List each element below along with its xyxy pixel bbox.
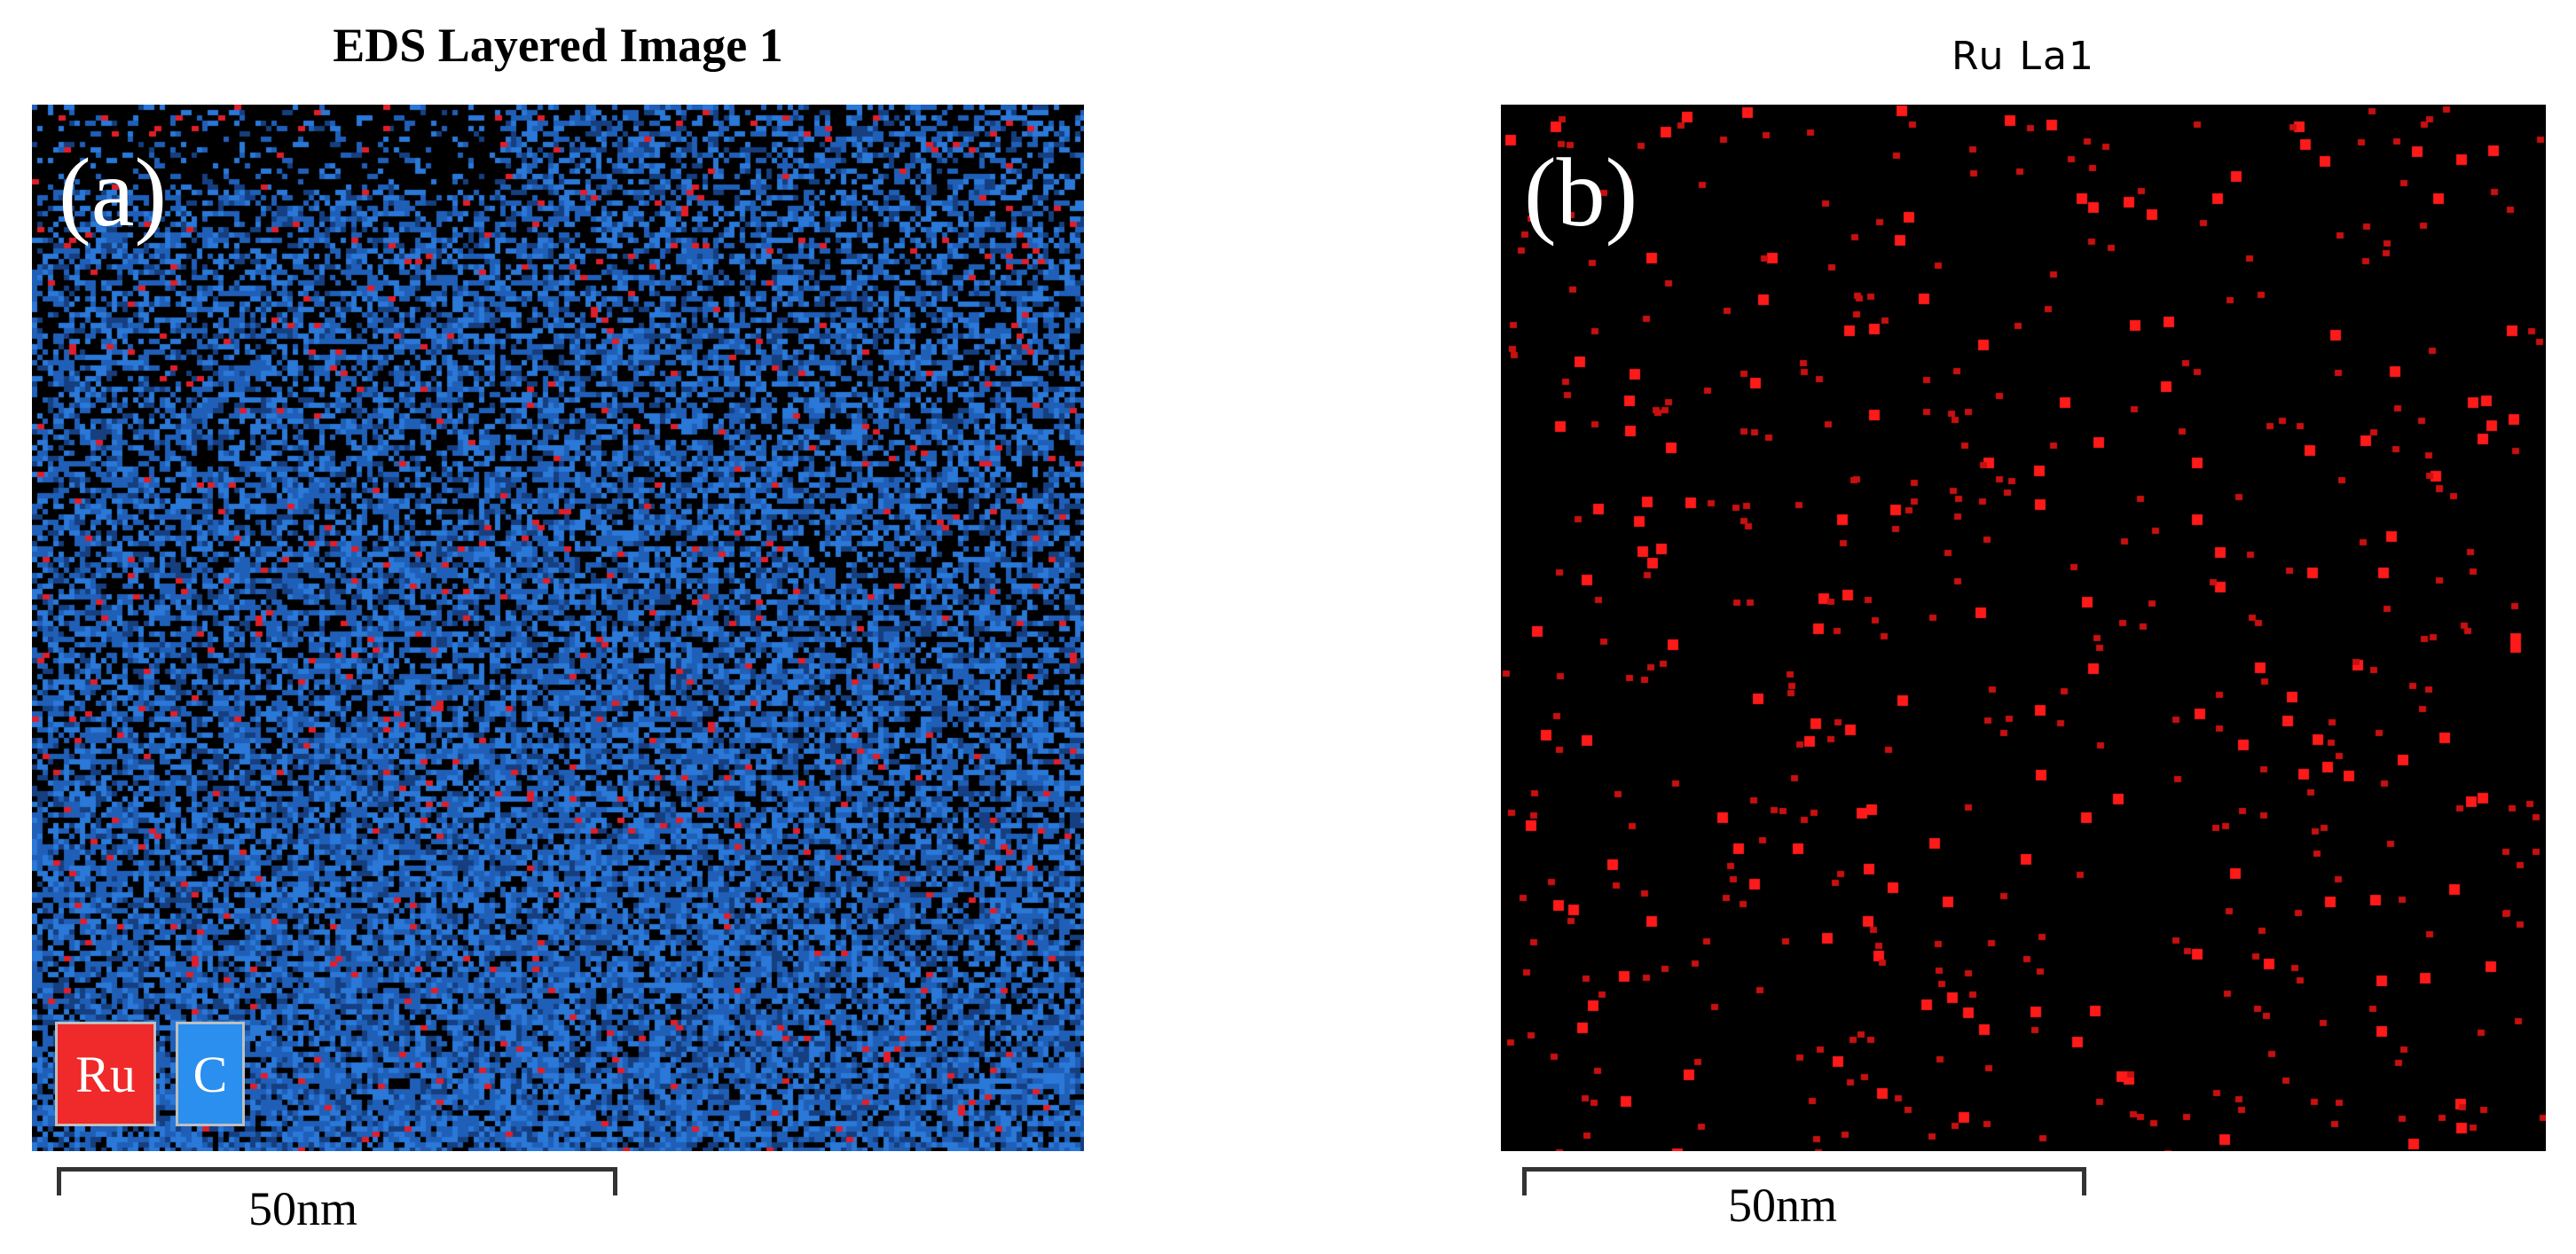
scale-bar-a (57, 1167, 617, 1195)
ru-la1-map-pixels (1501, 105, 2546, 1151)
ru-la1-map: (b) (1501, 105, 2546, 1151)
panel-b-title: Ru La1 (1952, 34, 2095, 79)
eds-layered-map: (a) Ru C (32, 105, 1084, 1151)
panel-b-label: (b) (1524, 138, 1638, 247)
legend-ru-swatch: Ru (55, 1022, 156, 1126)
panel-a-label: (a) (59, 138, 168, 247)
legend-c-swatch: C (176, 1022, 245, 1126)
eds-layered-map-pixels (32, 105, 1084, 1151)
scale-bar-a-label: 50nm (248, 1182, 358, 1235)
scale-bar-b (1522, 1167, 2086, 1195)
scale-bar-b-label: 50nm (1728, 1179, 1838, 1232)
panel-a-title: EDS Layered Image 1 (333, 19, 783, 72)
